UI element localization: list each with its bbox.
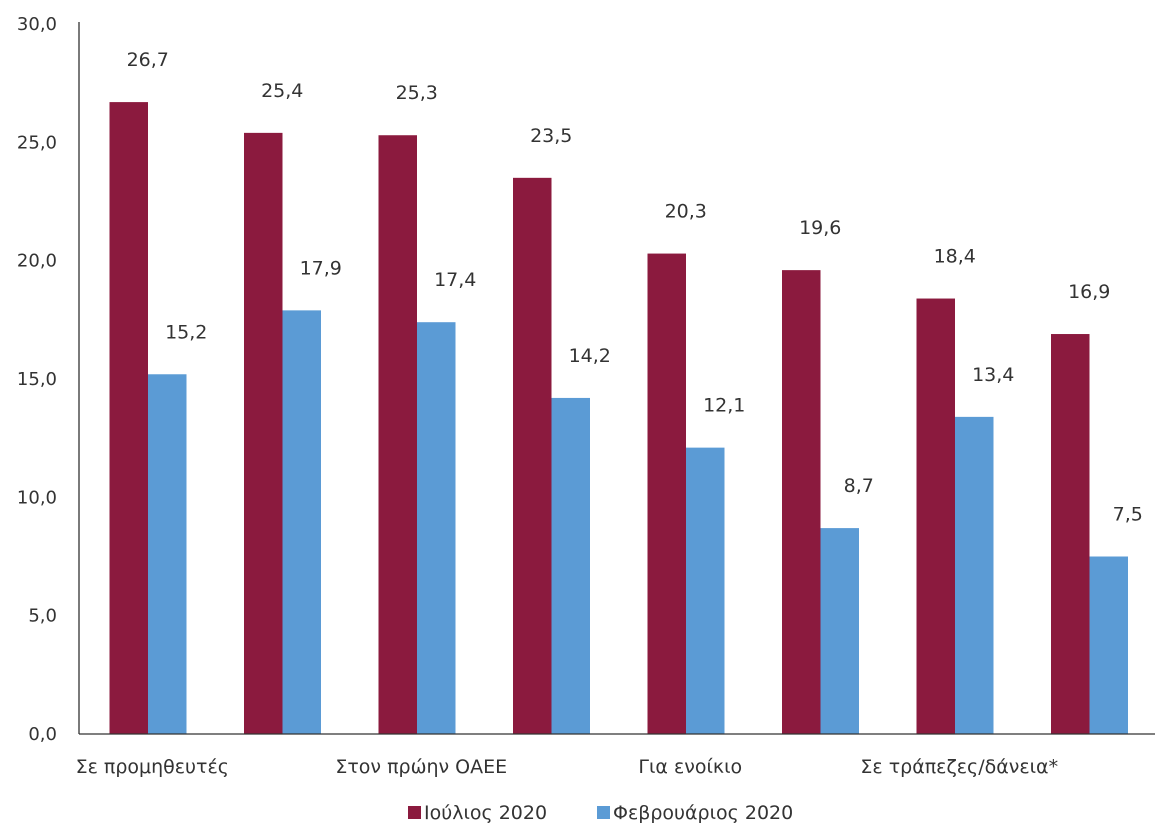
legend-swatch-july-2020 (408, 806, 421, 819)
bar-february-2020 (1089, 556, 1128, 734)
legend-label: Ιούλιος 2020 (424, 802, 547, 824)
data-label: 7,5 (1113, 504, 1143, 526)
y-tick-label: 0,0 (28, 724, 57, 745)
bar-february-2020 (820, 528, 859, 734)
data-label: 23,5 (530, 125, 572, 147)
bar-february-2020 (955, 416, 994, 734)
data-label: 17,9 (300, 257, 342, 279)
data-label: 15,2 (165, 321, 207, 343)
x-category-label: Σε προμηθευτές (76, 756, 229, 778)
data-label: 26,7 (127, 49, 169, 71)
data-labels: 26,7 25,4 25,3 23,5 20,3 19,6 18,4 16,9 15,2 17,9… (127, 49, 1143, 525)
bar-july-2020 (916, 298, 955, 734)
x-category-label: Σε τράπεζες/δάνεια* (860, 756, 1058, 778)
bar-february-2020 (148, 374, 187, 734)
bar-july-2020 (647, 253, 686, 735)
y-axis-ticks: 0,0 5,0 10,0 15,0 20,0 25,0 30,0 (17, 14, 57, 745)
y-tick-label: 15,0 (17, 369, 57, 390)
bar-february-2020 (686, 447, 725, 734)
data-label: 19,6 (799, 217, 841, 239)
bar-july-2020 (109, 102, 148, 735)
bar-july-2020 (782, 270, 821, 734)
data-label: 13,4 (972, 364, 1014, 386)
y-tick-label: 5,0 (28, 606, 57, 627)
data-label: 18,4 (934, 246, 976, 268)
data-label: 16,9 (1068, 281, 1110, 303)
data-label: 8,7 (844, 475, 874, 497)
x-category-label: Στον πρώην ΟΑΕΕ (335, 756, 507, 778)
legend-swatch-february-2020 (597, 806, 610, 819)
bar-july-2020 (378, 135, 417, 734)
bar-july-2020 (244, 132, 283, 734)
data-label: 17,4 (434, 269, 476, 291)
bar-july-2020 (513, 177, 552, 735)
bar-february-2020 (417, 322, 456, 734)
bars (109, 102, 1128, 735)
bar-february-2020 (551, 397, 590, 734)
data-label: 20,3 (665, 201, 707, 223)
y-tick-label: 10,0 (17, 487, 57, 508)
y-tick-label: 20,0 (17, 251, 57, 272)
legend-label: Φεβρουάριος 2020 (613, 802, 793, 824)
x-category-label: Για ενοίκιο (638, 756, 742, 778)
y-tick-label: 25,0 (17, 132, 57, 153)
bar-july-2020 (1051, 334, 1090, 734)
data-label: 25,4 (261, 80, 303, 102)
data-label: 14,2 (569, 345, 611, 367)
x-axis-category-labels: Σε προμηθευτές Στον πρώην ΟΑΕΕ Για ενοίκιο… (76, 756, 1059, 778)
y-tick-label: 30,0 (17, 14, 57, 35)
data-label: 25,3 (396, 82, 438, 104)
data-label: 12,1 (703, 395, 745, 417)
legend: Ιούλιος 2020 Φεβρουάριος 2020 (408, 802, 793, 824)
bar-february-2020 (282, 310, 321, 734)
